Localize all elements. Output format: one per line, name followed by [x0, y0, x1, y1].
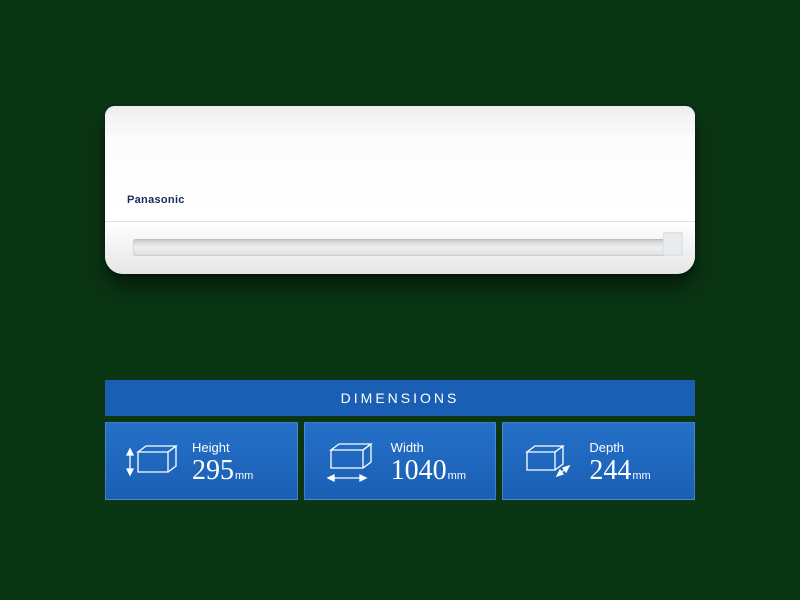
- ac-unit: Panasonic: [105, 106, 695, 274]
- height-icon: [120, 438, 178, 486]
- depth-icon: [517, 438, 575, 486]
- dimension-card-height: Height 295mm: [105, 422, 298, 500]
- ac-unit-upper: [105, 106, 695, 222]
- dimension-card-depth: Depth 244mm: [502, 422, 695, 500]
- dimension-label: Depth: [589, 440, 680, 455]
- dimension-label: Height: [192, 440, 283, 455]
- dimensions-header: DIMENSIONS: [105, 380, 695, 416]
- dimension-label: Width: [391, 440, 482, 455]
- dimension-value: 295mm: [192, 457, 283, 485]
- ac-vent: [133, 239, 667, 256]
- dimensions-panel: DIMENSIONS: [105, 380, 695, 500]
- dimensions-row: Height 295mm: [105, 422, 695, 500]
- dimension-value: 244mm: [589, 457, 680, 485]
- ac-unit-lower: [105, 222, 695, 274]
- width-icon: [319, 438, 377, 486]
- dimension-card-width: Width 1040mm: [304, 422, 497, 500]
- brand-label: Panasonic: [127, 194, 185, 206]
- energy-badge: [663, 232, 683, 256]
- product-image-area: Panasonic: [0, 0, 800, 380]
- dimension-value: 1040mm: [391, 457, 482, 485]
